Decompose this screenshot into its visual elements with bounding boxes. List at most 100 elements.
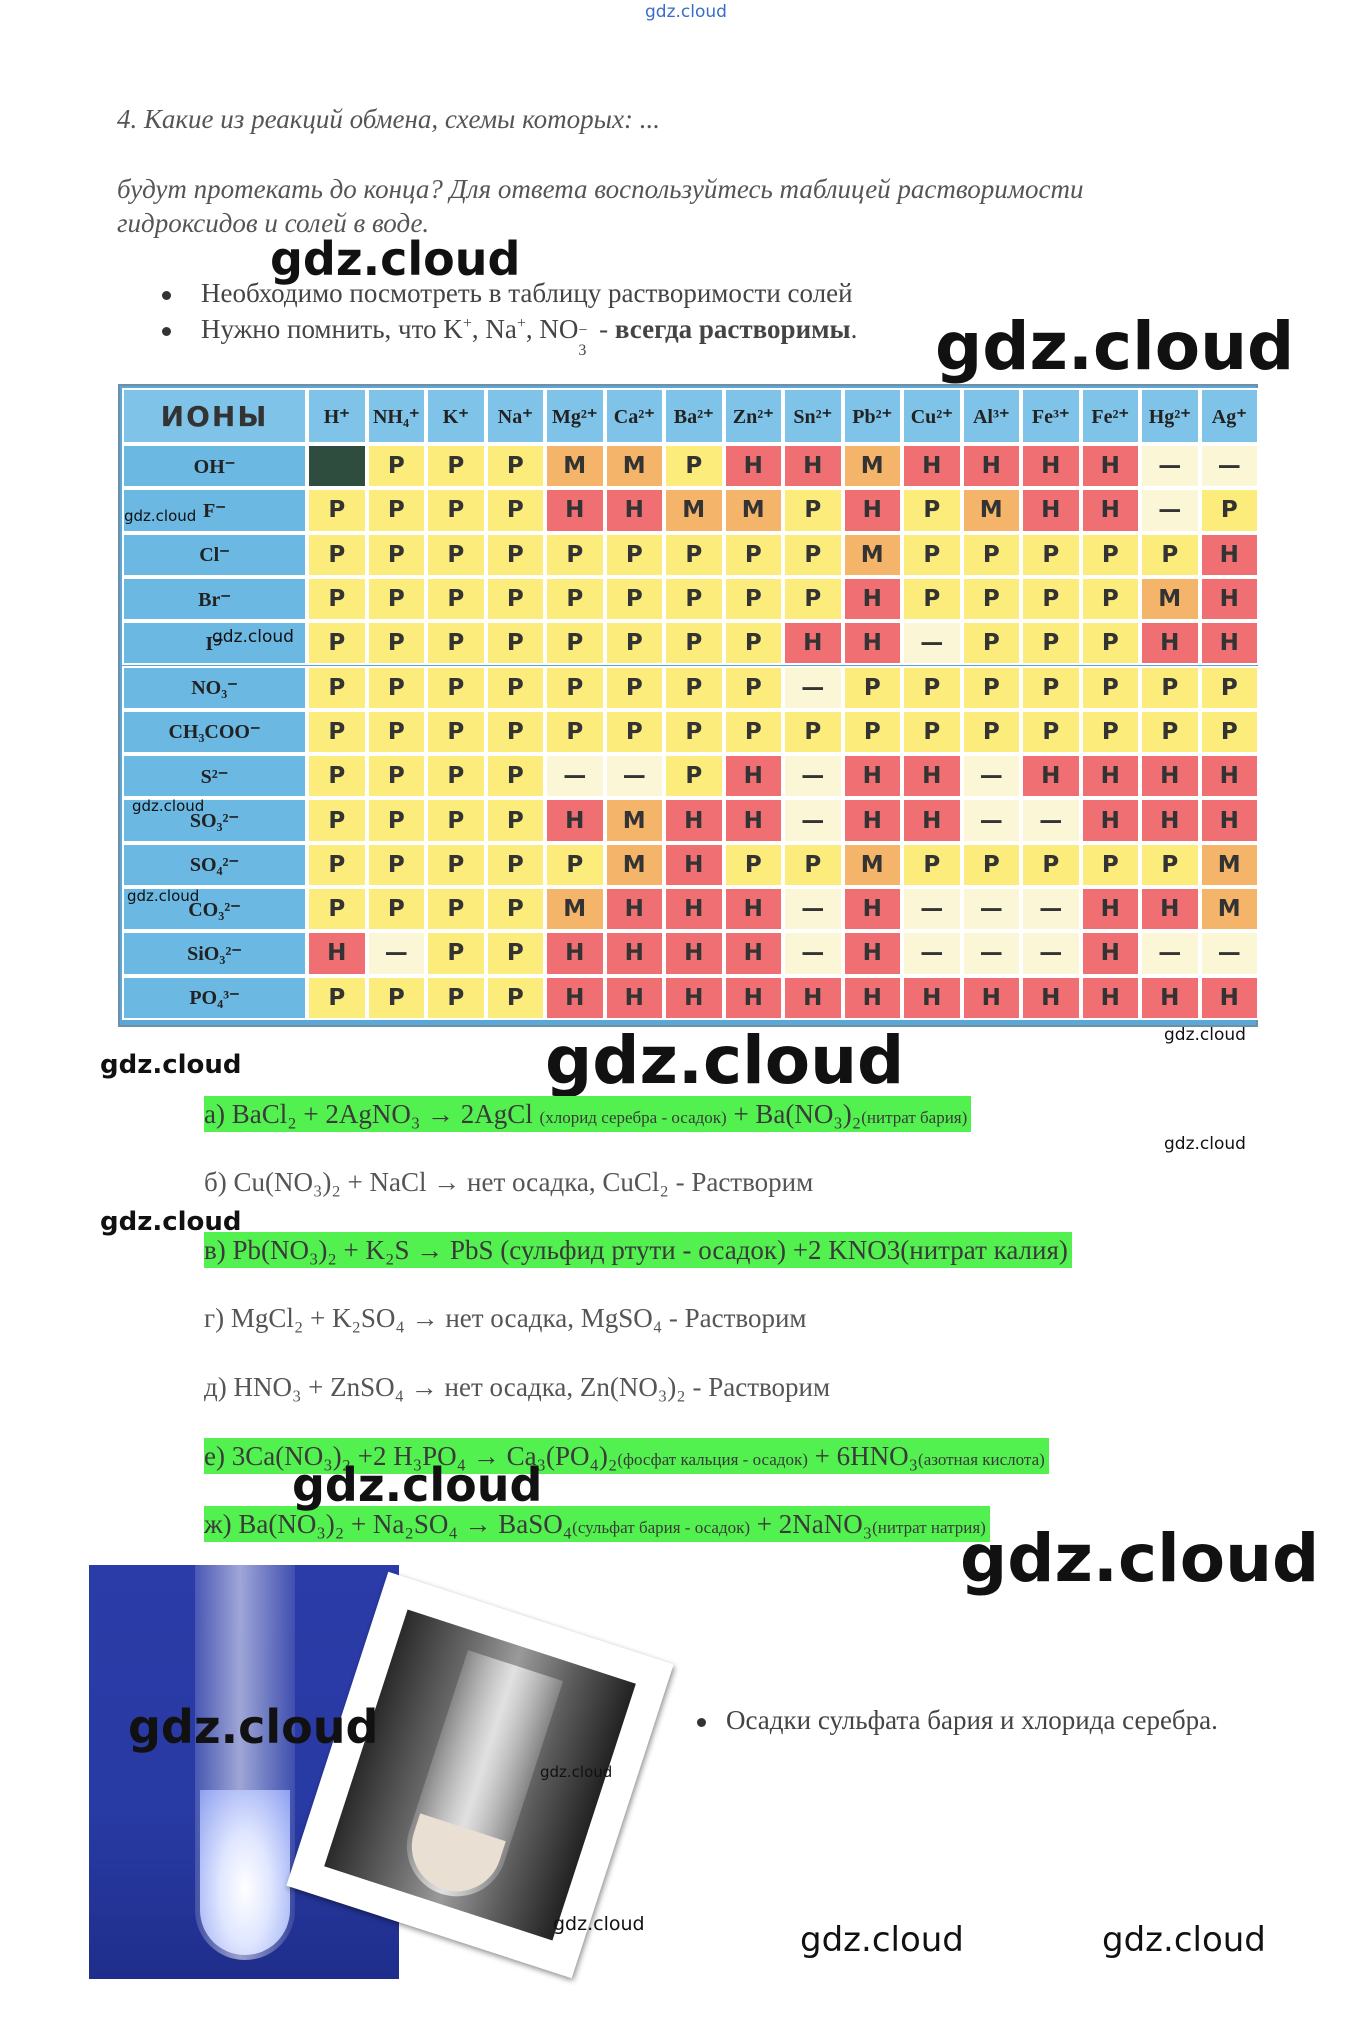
- conclusion-item: Осадки сульфата бария и хлорида серебра.: [697, 1705, 1218, 1736]
- solubility-cell: Н: [545, 798, 605, 843]
- solubility-cell: Р: [545, 576, 605, 622]
- solubility-cell: Н: [842, 931, 902, 976]
- solubility-cell: М: [604, 842, 664, 887]
- answer-e: е) 3Ca(NO₃)₂ +2 H₃PO₄ → Ca₃(PO₄)₂(фосфат…: [204, 1438, 1049, 1474]
- solubility-cell: Р: [426, 444, 486, 489]
- solubility-cell: Р: [485, 576, 545, 622]
- solubility-cell: Н: [902, 798, 962, 843]
- solubility-cell: [307, 444, 367, 489]
- solubility-cell: Р: [426, 665, 486, 710]
- solubility-cell: Р: [1021, 709, 1081, 755]
- answer-a: а) BaCl₂ + 2AgNO₃ → 2AgCl (хлорид серебр…: [204, 1096, 972, 1132]
- solubility-cell: Р: [485, 444, 545, 489]
- solubility-cell: Н: [1199, 621, 1259, 666]
- hint-text: , NO: [525, 314, 579, 344]
- solubility-cell: Р: [1140, 665, 1200, 710]
- solubility-cell: —: [1140, 931, 1200, 976]
- anion-header: CH₃COO⁻: [122, 709, 307, 755]
- solubility-cell: М: [961, 488, 1021, 533]
- cation-header: Mg²⁺: [545, 388, 605, 444]
- solubility-cell: Р: [366, 621, 426, 666]
- watermark-top: gdz.cloud: [645, 2, 727, 22]
- cation-header: Al³⁺: [961, 388, 1021, 444]
- solubility-cell: Н: [842, 975, 902, 1020]
- solubility-cell: Н: [664, 842, 724, 887]
- solubility-cell: Р: [426, 887, 486, 932]
- solubility-cell: Р: [545, 665, 605, 710]
- solubility-cell: Р: [723, 842, 783, 887]
- solubility-cell: Р: [366, 709, 426, 755]
- solubility-cell: —: [1021, 798, 1081, 843]
- solubility-cell: Н: [723, 444, 783, 489]
- solubility-cell: Н: [1080, 887, 1140, 932]
- anion-header: NO₃⁻: [122, 665, 307, 710]
- solubility-cell: М: [545, 444, 605, 489]
- solubility-cell: Р: [961, 665, 1021, 710]
- cation-header: Fe²⁺: [1080, 388, 1140, 444]
- watermark: gdz.cloud: [960, 1520, 1320, 1597]
- solubility-cell: М: [604, 798, 664, 843]
- solubility-cell: Н: [1021, 754, 1081, 799]
- solubility-cell: Р: [485, 931, 545, 976]
- solubility-cell: Р: [783, 576, 843, 622]
- hint-item-1: Необходимо посмотреть в таблицу раствори…: [162, 278, 853, 309]
- solubility-cell: М: [842, 444, 902, 489]
- solubility-cell: —: [902, 621, 962, 666]
- solubility-cell: Н: [545, 488, 605, 533]
- solubility-cell: Р: [783, 488, 843, 533]
- solubility-cell: Р: [366, 576, 426, 622]
- answer-e-note: (фосфат кальция - осадок): [617, 1450, 808, 1469]
- cation-header: Zn²⁺: [723, 388, 783, 444]
- solubility-cell: Р: [366, 975, 426, 1020]
- hint-bold: всегда растворимы: [614, 314, 851, 344]
- solubility-cell: Р: [307, 532, 367, 577]
- solubility-cell: Н: [1199, 532, 1259, 577]
- solubility-cell: Н: [664, 798, 724, 843]
- solubility-cell: Р: [426, 621, 486, 666]
- solubility-cell: Р: [604, 532, 664, 577]
- solubility-cell: —: [783, 665, 843, 710]
- watermark: gdz.cloud: [100, 1050, 242, 1080]
- solubility-cell: —: [366, 931, 426, 976]
- solubility-cell: Р: [723, 665, 783, 710]
- hint-text: Нужно помнить, что K: [201, 314, 463, 344]
- answer-a-equation: а) BaCl₂ + 2AgNO₃ → 2AgCl: [204, 1099, 540, 1129]
- solubility-cell: Р: [1199, 488, 1259, 533]
- solubility-cell: Р: [1021, 621, 1081, 666]
- solubility-cell: Р: [1080, 709, 1140, 755]
- solubility-cell: Н: [723, 887, 783, 932]
- answer-v: в) Pb(NO₃)₂ + K₂S → PbS (сульфид ртути -…: [204, 1232, 1072, 1268]
- anion-header: SO₃²⁻: [122, 798, 307, 843]
- solubility-cell: —: [902, 887, 962, 932]
- anion-header: Br⁻: [122, 576, 307, 622]
- solubility-cell: —: [961, 931, 1021, 976]
- answer-zh: ж) Ba(NO₃)₂ + Na₂SO₄ → BaSO₄(сульфат бар…: [204, 1506, 990, 1542]
- solubility-cell: —: [1199, 931, 1259, 976]
- watermark: gdz.cloud: [1164, 1134, 1246, 1154]
- solubility-cell: Р: [1021, 665, 1081, 710]
- solubility-cell: Н: [1021, 444, 1081, 489]
- solubility-cell: Р: [307, 798, 367, 843]
- anion-header: SiO₃²⁻: [122, 931, 307, 976]
- hint-text: , Na: [471, 314, 517, 344]
- conclusion-text: Осадки сульфата бария и хлорида серебра.: [726, 1705, 1218, 1735]
- solubility-cell: Н: [842, 754, 902, 799]
- solubility-cell: Р: [842, 709, 902, 755]
- solubility-cell: Р: [426, 488, 486, 533]
- solubility-cell: Н: [1080, 975, 1140, 1020]
- solubility-cell: Р: [366, 754, 426, 799]
- answer-a-note: (хлорид серебра - осадок): [539, 1108, 727, 1127]
- solubility-cell: Н: [664, 887, 724, 932]
- cation-header: Ag⁺: [1199, 388, 1259, 444]
- solubility-cell: М: [723, 488, 783, 533]
- answer-g: г) MgCl₂ + K₂SO₄ → нет осадка, MgSO₄ - Р…: [204, 1303, 807, 1333]
- solubility-cell: Р: [604, 665, 664, 710]
- cation-header: H⁺: [307, 388, 367, 444]
- solubility-cell: Р: [902, 709, 962, 755]
- cation-header: Pb²⁺: [842, 388, 902, 444]
- solubility-cell: Р: [485, 887, 545, 932]
- watermark: gdz.cloud: [935, 308, 1295, 385]
- solubility-cell: Р: [307, 709, 367, 755]
- solubility-cell: Н: [1080, 488, 1140, 533]
- solubility-cell: Р: [902, 576, 962, 622]
